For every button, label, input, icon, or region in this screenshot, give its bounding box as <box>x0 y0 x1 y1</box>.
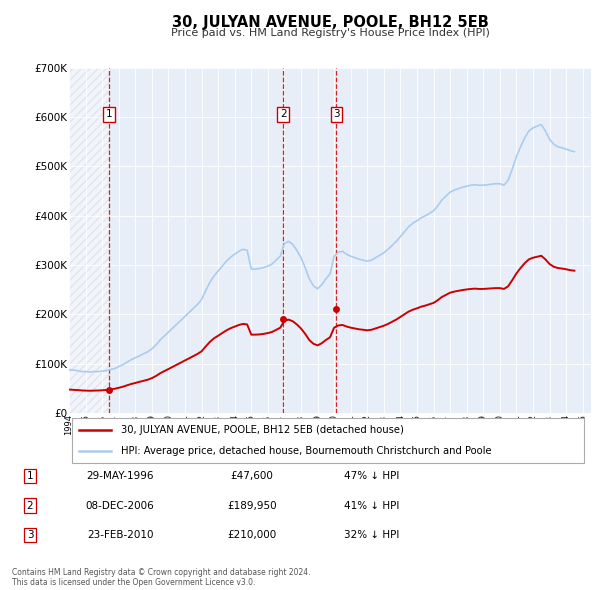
Text: Price paid vs. HM Land Registry's House Price Index (HPI): Price paid vs. HM Land Registry's House … <box>170 28 490 38</box>
Text: 30, JULYAN AVENUE, POOLE, BH12 5EB: 30, JULYAN AVENUE, POOLE, BH12 5EB <box>172 15 488 30</box>
Text: £210,000: £210,000 <box>227 530 277 540</box>
Text: £47,600: £47,600 <box>230 471 274 481</box>
Text: 2: 2 <box>280 110 287 119</box>
FancyBboxPatch shape <box>71 418 584 463</box>
Text: 2: 2 <box>26 501 34 510</box>
Text: 30, JULYAN AVENUE, POOLE, BH12 5EB (detached house): 30, JULYAN AVENUE, POOLE, BH12 5EB (deta… <box>121 425 404 435</box>
Text: 1: 1 <box>26 471 34 481</box>
Text: 3: 3 <box>26 530 34 540</box>
Text: 1: 1 <box>106 110 112 119</box>
Text: 47% ↓ HPI: 47% ↓ HPI <box>344 471 400 481</box>
Text: 23-FEB-2010: 23-FEB-2010 <box>87 530 153 540</box>
Text: Contains HM Land Registry data © Crown copyright and database right 2024.
This d: Contains HM Land Registry data © Crown c… <box>12 568 311 587</box>
Text: £189,950: £189,950 <box>227 501 277 510</box>
Text: HPI: Average price, detached house, Bournemouth Christchurch and Poole: HPI: Average price, detached house, Bour… <box>121 447 491 457</box>
Bar <box>69 68 109 413</box>
Text: 29-MAY-1996: 29-MAY-1996 <box>86 471 154 481</box>
Text: 3: 3 <box>333 110 340 119</box>
Text: 32% ↓ HPI: 32% ↓ HPI <box>344 530 400 540</box>
Text: 41% ↓ HPI: 41% ↓ HPI <box>344 501 400 510</box>
Text: 08-DEC-2006: 08-DEC-2006 <box>86 501 154 510</box>
